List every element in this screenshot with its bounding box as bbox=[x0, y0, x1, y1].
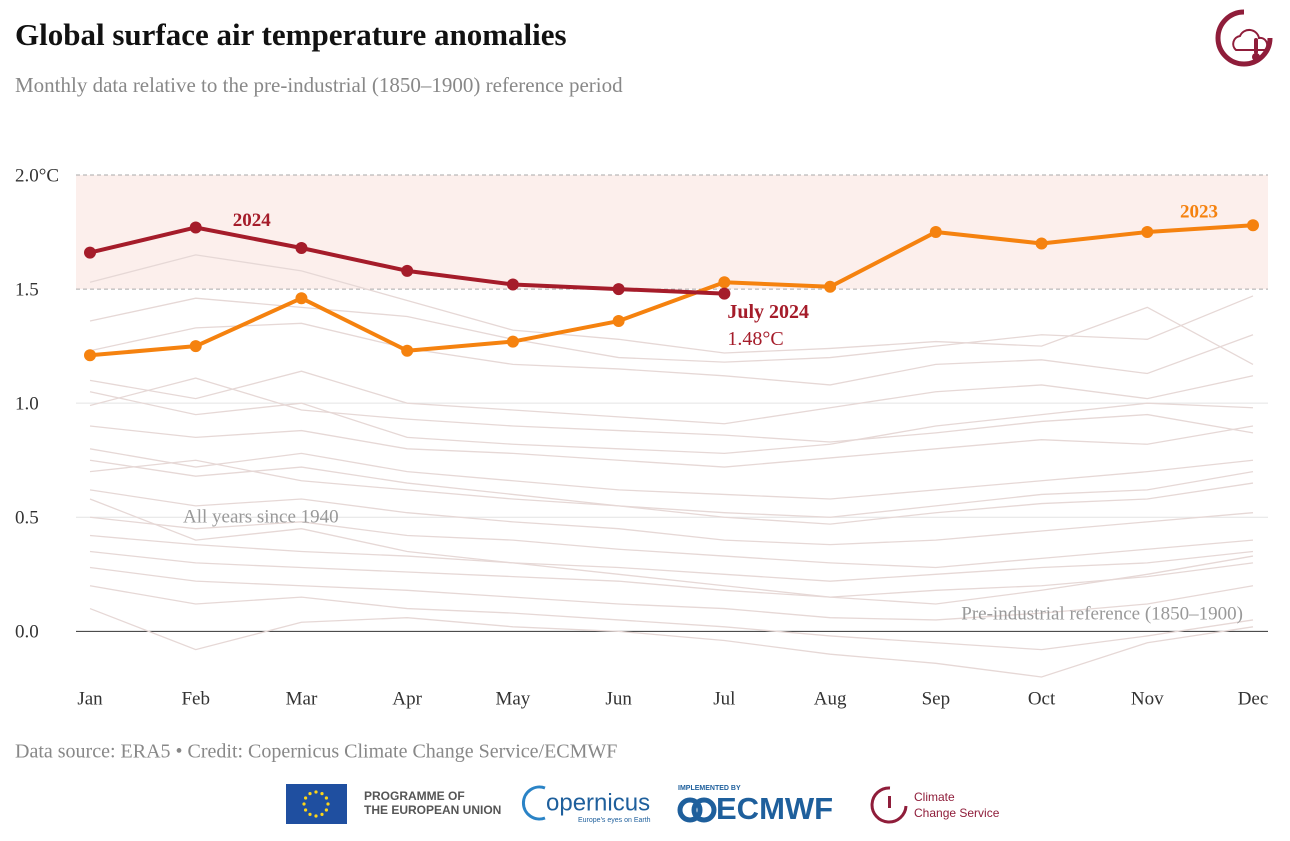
eu-star bbox=[324, 808, 328, 812]
annotation: July 2024 bbox=[727, 301, 809, 323]
background-year-line bbox=[89, 534, 1254, 582]
background-year-line bbox=[89, 322, 1254, 386]
x-tick-label: Dec bbox=[1238, 688, 1269, 709]
copernicus-c bbox=[522, 785, 546, 821]
data-point bbox=[295, 292, 308, 305]
highlight-band bbox=[76, 175, 1268, 290]
x-tick-label: Nov bbox=[1131, 688, 1164, 709]
data-point bbox=[612, 283, 625, 296]
y-tick-label: 0.5 bbox=[15, 508, 39, 529]
x-tick-label: Jan bbox=[77, 688, 103, 709]
background-year-line bbox=[89, 370, 1254, 425]
chart-subtitle: Monthly data relative to the pre-industr… bbox=[15, 73, 623, 97]
eu-text: THE EUROPEAN UNION bbox=[364, 803, 501, 817]
data-point bbox=[189, 221, 202, 234]
y-tick-label: 0.0 bbox=[15, 622, 39, 643]
chart-title: Global surface air temperature anomalies bbox=[15, 17, 567, 52]
eu-star bbox=[314, 790, 318, 794]
x-tick-label: Oct bbox=[1028, 688, 1056, 709]
data-point bbox=[1141, 226, 1154, 239]
background-year-line bbox=[89, 516, 1254, 569]
background-year-line bbox=[89, 425, 1254, 468]
background-year-line bbox=[89, 295, 1254, 363]
x-tick-label: Apr bbox=[392, 688, 422, 709]
data-point bbox=[506, 335, 519, 348]
eu-star bbox=[320, 792, 324, 796]
series-label: 2023 bbox=[1180, 202, 1218, 223]
x-tick-label: Jul bbox=[713, 688, 735, 709]
eu-star bbox=[324, 796, 328, 800]
eu-star bbox=[304, 808, 308, 812]
eu-text: PROGRAMME OF bbox=[364, 789, 465, 803]
background-year-line bbox=[89, 254, 1254, 365]
value-label: 1.48°C bbox=[727, 328, 783, 350]
y-tick-label: 1.0 bbox=[15, 394, 39, 415]
data-point bbox=[1247, 219, 1259, 232]
eu-star bbox=[314, 814, 318, 818]
data-point bbox=[295, 242, 308, 255]
annotation: Pre-industrial reference (1850–1900) bbox=[961, 603, 1243, 624]
eu-flag bbox=[286, 784, 347, 824]
x-tick-label: Jun bbox=[605, 688, 632, 709]
copernicus-text: opernicus bbox=[546, 789, 650, 816]
y-tick-label: 1.5 bbox=[15, 279, 39, 300]
eu-star bbox=[320, 812, 324, 816]
eu-star bbox=[326, 802, 330, 806]
x-tick-label: Feb bbox=[181, 688, 210, 709]
x-tick-label: Aug bbox=[814, 688, 847, 709]
background-year-line bbox=[89, 448, 1254, 500]
source-note: Data source: ERA5 • Credit: Copernicus C… bbox=[15, 741, 617, 763]
y-tick-label: 2.0°C bbox=[15, 165, 59, 186]
eu-star bbox=[308, 792, 312, 796]
background-year-line bbox=[89, 459, 1254, 518]
annotation: All years since 1940 bbox=[183, 506, 339, 527]
background-year-line bbox=[89, 498, 1254, 605]
data-point bbox=[612, 315, 625, 328]
data-point bbox=[401, 344, 414, 357]
copernicus-tag: Europe's eyes on Earth bbox=[578, 817, 651, 824]
background-year-line bbox=[89, 607, 1254, 678]
data-point bbox=[718, 276, 731, 289]
eu-star bbox=[302, 802, 306, 806]
x-tick-label: May bbox=[495, 688, 530, 709]
data-point bbox=[929, 226, 942, 239]
data-point bbox=[824, 280, 837, 293]
data-point bbox=[718, 287, 731, 300]
series-line bbox=[89, 223, 1254, 358]
ecmwf-tag: IMPLEMENTED BY bbox=[678, 785, 741, 792]
eu-star bbox=[304, 796, 308, 800]
background-year-line bbox=[89, 489, 1254, 546]
background-year-line bbox=[89, 459, 1254, 525]
ecmwf-text: ECMWF bbox=[716, 791, 833, 826]
footer-logos: PROGRAMME OF THE EUROPEAN UNION opernicu… bbox=[286, 784, 1000, 826]
data-point bbox=[84, 246, 96, 259]
background-year-line bbox=[89, 566, 1254, 621]
series-label: 2024 bbox=[233, 210, 272, 231]
data-point bbox=[189, 340, 202, 353]
c3s-text: Climate bbox=[914, 790, 955, 804]
background-year-line bbox=[89, 585, 1254, 651]
x-tick-label: Sep bbox=[922, 688, 951, 709]
data-point bbox=[84, 349, 96, 362]
c3s-text: Change Service bbox=[914, 806, 1000, 820]
data-point bbox=[1035, 237, 1048, 250]
background-year-line bbox=[89, 550, 1254, 598]
data-point bbox=[506, 278, 519, 291]
eu-star bbox=[308, 812, 312, 816]
data-point bbox=[401, 264, 414, 277]
background-year-line bbox=[89, 391, 1254, 455]
c3s-corner-logo bbox=[1215, 9, 1273, 67]
x-tick-label: Mar bbox=[286, 688, 318, 709]
